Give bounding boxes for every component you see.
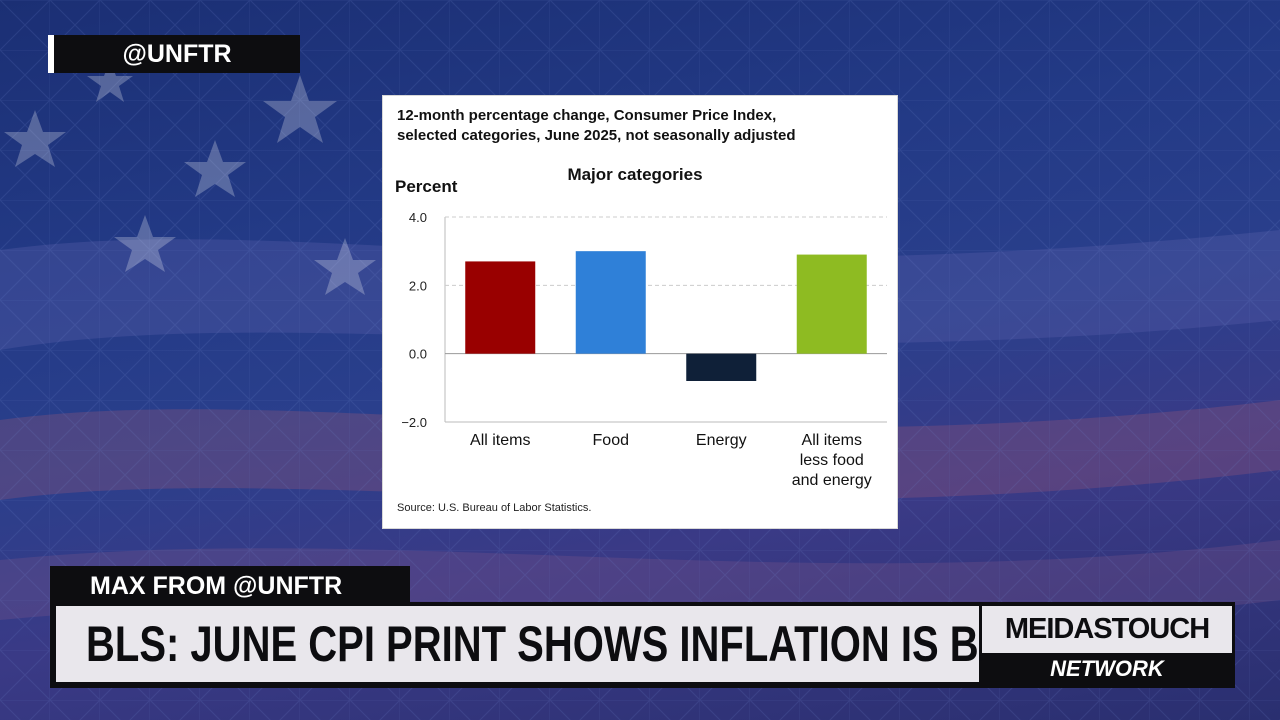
channel-handle-tag: @UNFTR [48, 35, 300, 73]
star-icons [4, 60, 376, 295]
bar-energy [686, 353, 757, 381]
x-tick-label: and energy [792, 472, 872, 489]
brand-logo-text: MEIDASTOUCH [982, 606, 1232, 653]
chart-title-line: 12-month percentage change, Consumer Pri… [397, 107, 776, 124]
bar-all-items-less-food-and-energy [796, 254, 867, 354]
brand-network-text: NETWORK [982, 653, 1232, 684]
bar-food [575, 251, 646, 354]
cpi-bar-chart: 12-month percentage change, Consumer Pri… [395, 107, 887, 514]
x-tick-label: All items [470, 432, 530, 449]
y-tick-label: 2.0 [409, 278, 427, 293]
chart-subtitle: Major categories [567, 165, 702, 184]
y-tick-label: −2.0 [401, 415, 427, 430]
x-tick-label: Food [593, 432, 629, 449]
y-tick-label: 0.0 [409, 347, 427, 362]
cpi-chart-card: 12-month percentage change, Consumer Pri… [382, 95, 898, 529]
speaker-tag: MAX FROM @UNFTR [50, 566, 410, 606]
headline-panel [56, 606, 979, 682]
x-tick-label: less food [800, 452, 864, 469]
headline-text: BLS: JUNE CPI PRINT SHOWS INFLATION IS B… [86, 616, 1066, 672]
y-tick-label: 4.0 [409, 210, 427, 225]
bar-all-items [465, 261, 536, 354]
y-axis-label: Percent [395, 177, 458, 196]
chart-title-line: selected categories, June 2025, not seas… [397, 127, 796, 144]
chart-source: Source: U.S. Bureau of Labor Statistics. [397, 502, 591, 514]
x-tick-label: All items [802, 432, 862, 449]
x-tick-label: Energy [696, 432, 747, 449]
